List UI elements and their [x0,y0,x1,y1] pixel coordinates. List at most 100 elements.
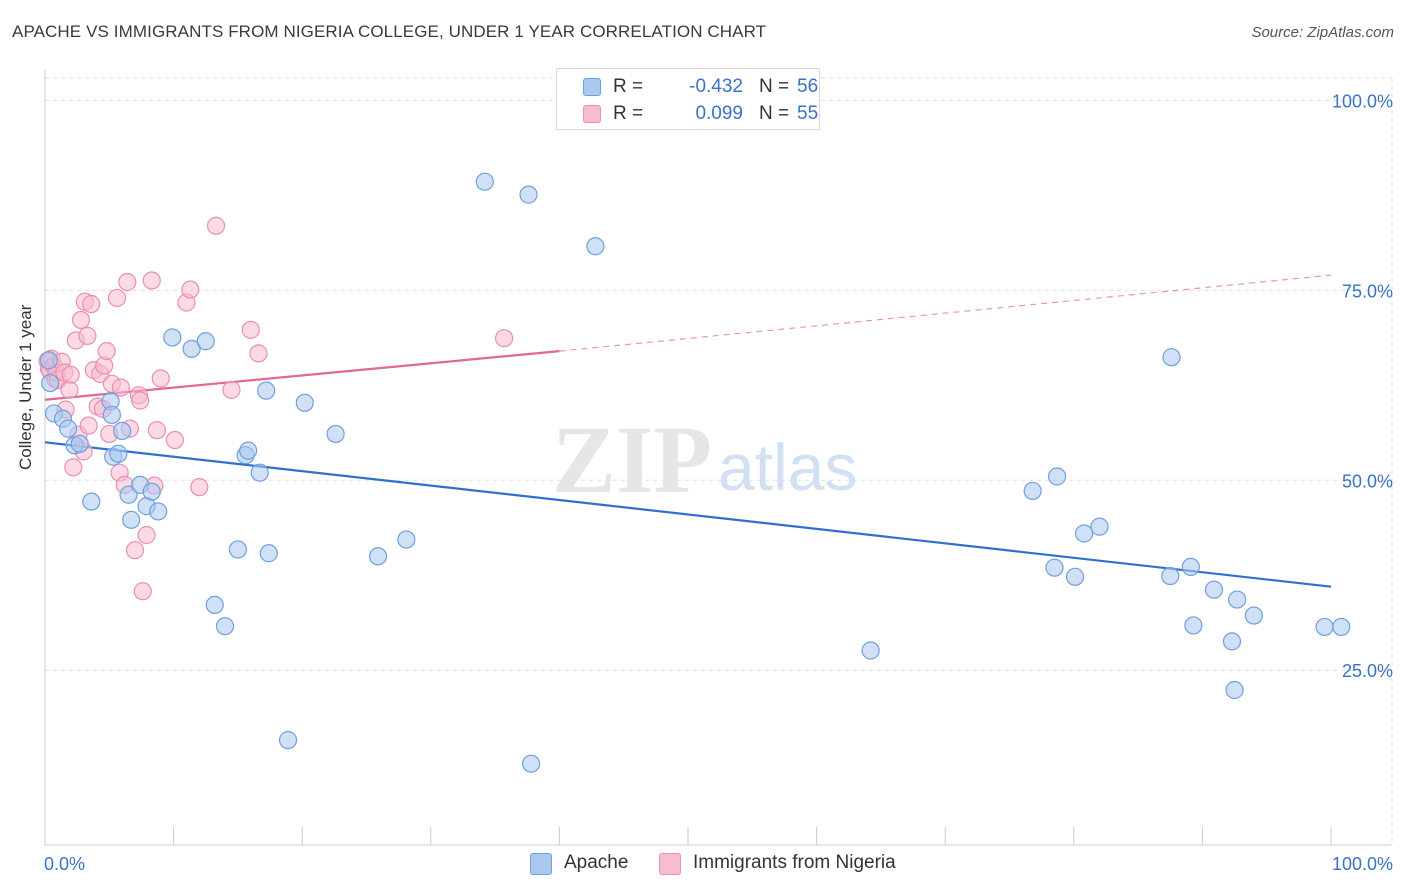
apache-point [861,641,880,660]
nigeria-point [190,478,209,497]
nigeria-point [133,582,152,601]
chart-title: APACHE VS IMMIGRANTS FROM NIGERIA COLLEG… [12,22,767,41]
apache-point [1074,524,1094,543]
apache-point [239,441,258,460]
nigeria-point [181,280,200,299]
apache-point [1162,348,1181,367]
apache-point [109,444,128,463]
apache-legend-icon [530,853,552,875]
apache-point [1228,590,1247,609]
apache-point [397,530,416,549]
apache-point [119,485,138,504]
nigeria-point [82,294,101,314]
nigeria-point [79,416,98,435]
apache-point [142,482,161,501]
apache-n-value: 56 [797,76,819,97]
axis-layer [44,70,1392,846]
apache-point [1181,557,1200,577]
nigeria-point [147,421,166,440]
y-tick-label: 25.0% [1342,661,1393,681]
apache-point [257,381,276,400]
n-label: N = [759,103,790,124]
apache-point [1065,567,1085,586]
apache-point [250,463,269,482]
nigeria-swatch-icon [583,105,601,123]
nigeria-point [165,430,184,450]
apache-point [586,237,605,256]
apache-point [102,405,121,425]
r-label: R = [613,76,644,97]
apache-point [475,172,494,191]
x-tick-label-right: 100.0% [1332,854,1393,874]
apache-point [1225,680,1244,700]
apache-point [278,731,298,750]
points-layer [38,172,1351,773]
apache-point [1222,632,1242,651]
nigeria-point [495,329,514,348]
apache-point [1045,558,1064,577]
nigeria-point [118,272,137,292]
nigeria-point [206,216,226,235]
nigeria-point [125,541,145,560]
apache-point [295,393,314,412]
nigeria-n-value: 55 [797,103,819,124]
apache-point [122,510,141,529]
apache-point [205,595,224,615]
tick-labels: 25.0% 50.0% 75.0% 100.0% 0.0% 100.0% [44,91,1393,874]
nigeria-trend-extension [559,274,1332,352]
legend-label-apache: Apache [564,852,629,873]
apache-point [1023,481,1042,501]
apache-point [182,339,201,358]
nigeria-point [71,310,91,330]
apache-point [519,185,538,204]
apache-point [149,502,168,521]
x-tick-label-left: 0.0% [44,854,85,874]
nigeria-point [111,378,130,397]
apache-swatch-icon [583,78,601,96]
source-label: Source: ZipAtlas.com [1251,24,1394,41]
r-label: R = [613,103,644,124]
nigeria-point [61,365,80,384]
apache-r-value: -0.432 [689,76,743,97]
apache-point [1161,566,1180,586]
apache-point [59,419,78,438]
legend-label-nigeria: Immigrants from Nigeria [693,852,896,873]
apache-point [1315,617,1334,637]
apache-point [196,332,215,351]
apache-point [82,492,101,511]
nigeria-point [137,525,156,545]
apache-point [215,617,235,636]
watermark: ZIP atlas [552,406,857,513]
nigeria-point [241,320,260,339]
apache-point [1184,616,1203,635]
apache-point [113,421,132,441]
apache-point [522,754,541,773]
nigeria-point [151,369,170,388]
apache-point [163,328,182,347]
n-label: N = [759,76,790,97]
apache-point [41,373,60,393]
y-tick-label: 75.0% [1342,281,1393,301]
nigeria-r-value: 0.099 [695,103,743,124]
nigeria-point [60,380,79,399]
nigeria-point [97,342,116,361]
apache-point [1090,517,1109,536]
nigeria-legend-icon [659,853,681,875]
nigeria-point [107,288,127,308]
apache-point [326,424,345,444]
nigeria-point [249,344,268,363]
y-tick-label: 100.0% [1332,91,1393,111]
apache-point [1332,617,1351,637]
apache-point [1244,606,1263,625]
y-axis-label: College, Under 1 year [16,304,35,470]
apache-point [1204,580,1224,599]
apache-point [1047,467,1067,486]
watermark-atlas: atlas [718,430,857,504]
nigeria-point [78,326,97,346]
apache-point [259,544,278,563]
stats-box: R = -0.432 N = 56 R = 0.099 N = 55 [556,68,820,130]
nigeria-point [131,391,150,410]
apache-point [368,547,388,566]
watermark-zip: ZIP [552,406,712,513]
